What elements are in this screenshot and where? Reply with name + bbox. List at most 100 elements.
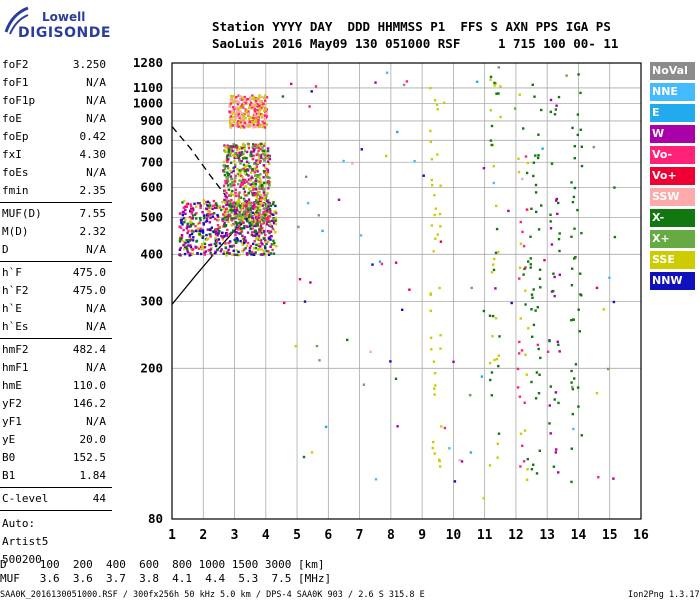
echo-point xyxy=(252,207,255,210)
echo-point xyxy=(260,198,263,201)
y-tick-label: 300 xyxy=(140,294,163,309)
echo-point xyxy=(212,204,215,208)
echo-point xyxy=(310,90,313,93)
echo-point xyxy=(245,173,248,176)
echo-point xyxy=(534,183,538,187)
echo-point xyxy=(267,250,270,253)
echo-point xyxy=(266,160,270,163)
echo-point xyxy=(224,232,228,235)
echo-point xyxy=(260,125,263,129)
echo-point xyxy=(267,201,270,204)
echo-point xyxy=(234,123,238,127)
echo-point xyxy=(577,405,580,408)
echo-point xyxy=(429,86,432,90)
param-value: 3.250 xyxy=(72,58,106,71)
echo-point xyxy=(258,107,261,110)
echo-point xyxy=(201,229,205,232)
echo-point xyxy=(235,148,239,151)
param-row: foEp 0.42 xyxy=(0,128,112,146)
echo-point xyxy=(558,232,561,235)
x-tick-label: 6 xyxy=(324,528,332,543)
echo-point xyxy=(274,219,278,222)
echo-point xyxy=(182,210,185,213)
echo-point xyxy=(246,210,249,214)
echo-point xyxy=(430,348,433,351)
echo-point xyxy=(254,124,258,127)
x-tick-label: 4 xyxy=(262,528,270,543)
echo-points xyxy=(178,66,617,500)
echo-point xyxy=(189,252,192,255)
echo-point xyxy=(231,100,235,103)
echo-point xyxy=(191,252,194,255)
echo-point xyxy=(241,143,245,147)
echo-point xyxy=(221,231,224,235)
y-tick-label: 400 xyxy=(140,246,163,261)
echo-point xyxy=(243,126,246,129)
echo-point xyxy=(228,105,231,108)
echo-point xyxy=(208,201,211,205)
echo-point xyxy=(245,157,248,160)
echo-point xyxy=(222,207,226,210)
echo-point xyxy=(185,227,188,230)
echo-point xyxy=(548,422,551,425)
echo-point xyxy=(241,97,245,100)
param-row: h`Es N/A xyxy=(0,318,112,336)
param-label: foF1p xyxy=(2,94,36,107)
echo-point xyxy=(232,101,235,105)
echo-point xyxy=(225,254,228,257)
x-tick-label: 11 xyxy=(477,528,493,543)
echo-point xyxy=(262,149,266,152)
echo-point xyxy=(240,125,243,128)
echo-point xyxy=(232,229,235,232)
echo-point xyxy=(195,205,198,208)
echo-point xyxy=(235,155,238,158)
echo-point xyxy=(241,250,244,253)
echo-point xyxy=(494,317,498,320)
echo-point xyxy=(226,228,229,232)
echo-point xyxy=(243,147,246,151)
echo-point xyxy=(230,96,233,99)
echo-point xyxy=(242,169,246,173)
echo-point xyxy=(234,194,238,198)
echo-point xyxy=(258,185,261,188)
echo-point xyxy=(230,182,233,186)
echo-point xyxy=(252,202,256,205)
echo-point xyxy=(550,162,554,165)
echo-point xyxy=(310,451,314,454)
echo-point xyxy=(198,221,201,225)
echo-point xyxy=(433,213,436,217)
echo-point xyxy=(235,208,238,211)
echo-point xyxy=(492,165,495,168)
echo-point xyxy=(443,101,446,104)
echo-point xyxy=(242,248,246,251)
echo-point xyxy=(246,220,249,223)
echo-point xyxy=(266,220,269,223)
echo-point xyxy=(236,214,239,218)
echo-point xyxy=(243,241,246,245)
echo-point xyxy=(439,184,442,187)
echo-point xyxy=(439,347,442,350)
echo-point xyxy=(235,231,238,234)
echo-point xyxy=(236,106,239,109)
echo-point xyxy=(208,206,211,210)
echo-point xyxy=(232,120,236,123)
echo-point xyxy=(220,248,223,251)
echo-point xyxy=(249,190,252,193)
echo-point xyxy=(531,83,534,86)
echo-point xyxy=(265,242,268,245)
echo-point xyxy=(216,224,220,227)
echo-point xyxy=(250,185,253,188)
echo-point xyxy=(439,225,442,228)
echo-point xyxy=(262,102,265,105)
echo-point xyxy=(263,194,266,197)
echo-point xyxy=(226,165,229,168)
echo-point xyxy=(217,218,220,221)
echo-point xyxy=(482,497,485,500)
echo-point xyxy=(264,213,267,216)
echo-point xyxy=(438,458,441,461)
echo-point xyxy=(260,196,264,199)
param-value: N/A xyxy=(86,320,106,333)
y-tick-label: 200 xyxy=(140,360,163,375)
echo-point xyxy=(490,271,494,274)
echo-point xyxy=(194,225,197,228)
